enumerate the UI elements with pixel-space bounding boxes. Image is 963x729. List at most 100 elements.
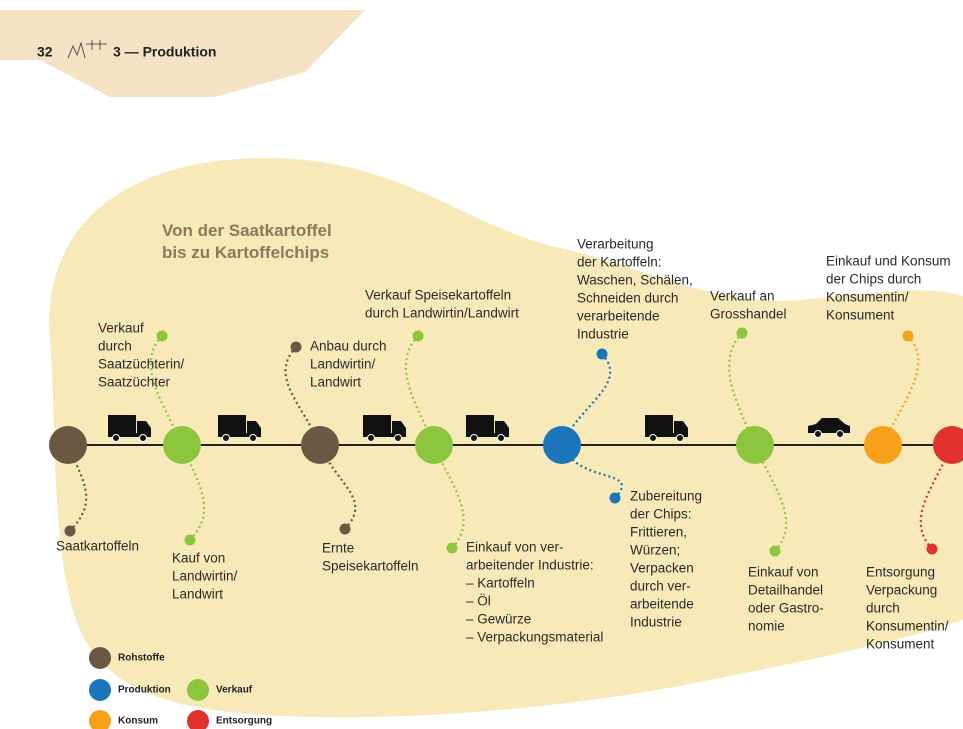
step-label: Landwirtin/ bbox=[172, 569, 238, 584]
step-label: durch Landwirtin/Landwirt bbox=[365, 306, 519, 321]
wheel bbox=[677, 435, 684, 442]
wheel bbox=[837, 431, 844, 438]
process-node bbox=[163, 426, 201, 464]
step-label: durch bbox=[98, 339, 132, 354]
step-dot bbox=[447, 543, 458, 554]
step-label: durch ver- bbox=[630, 579, 691, 594]
step-label: Industrie bbox=[630, 615, 682, 630]
page-number: 32 bbox=[37, 43, 53, 59]
step-dot bbox=[340, 524, 351, 535]
step-label: Einkauf von ver- bbox=[466, 540, 564, 555]
step-label: – Öl bbox=[466, 594, 491, 609]
legend-swatch bbox=[89, 647, 111, 669]
step-label: der Chips durch bbox=[826, 272, 921, 287]
process-node bbox=[864, 426, 902, 464]
step-dot bbox=[610, 493, 621, 504]
wheel bbox=[113, 435, 120, 442]
step-label: durch bbox=[866, 601, 900, 616]
step-label: verarbeitende bbox=[577, 309, 660, 324]
legend-swatch bbox=[89, 710, 111, 729]
step-label: – Verpackungsmaterial bbox=[466, 630, 603, 645]
step-label: Verkauf an bbox=[710, 289, 775, 304]
step-dot bbox=[157, 331, 168, 342]
step-label: Zubereitung bbox=[630, 489, 702, 504]
step-label: der Chips: bbox=[630, 507, 692, 522]
step-label: Saatzüchterin/ bbox=[98, 357, 185, 372]
step-label: Einkauf von bbox=[748, 565, 819, 580]
step-dot bbox=[927, 544, 938, 555]
step-label: – Kartoffeln bbox=[466, 576, 535, 591]
step-label: Industrie bbox=[577, 327, 629, 342]
step-label: Saatzüchter bbox=[98, 375, 171, 390]
step-label: Waschen, Schälen, bbox=[577, 273, 693, 288]
legend-label: Entsorgung bbox=[216, 716, 272, 727]
wheel bbox=[223, 435, 230, 442]
legend-label: Konsum bbox=[118, 716, 158, 727]
process-node bbox=[543, 426, 581, 464]
step-dot bbox=[185, 535, 196, 546]
step-dot bbox=[291, 342, 302, 353]
step-dot bbox=[770, 546, 781, 557]
step-label: Konsument bbox=[826, 308, 895, 323]
process-node bbox=[415, 426, 453, 464]
wheel bbox=[471, 435, 478, 442]
step-label: Detailhandel bbox=[748, 583, 823, 598]
truck-body bbox=[218, 415, 246, 435]
step-label: Konsument bbox=[866, 637, 935, 652]
step-label: – Gewürze bbox=[466, 612, 531, 627]
wheel bbox=[368, 435, 375, 442]
step-label: arbeitender Industrie: bbox=[466, 558, 594, 573]
step-label: Konsumentin/ bbox=[866, 619, 949, 634]
step-label: Einkauf und Konsum bbox=[826, 254, 951, 269]
step-dot bbox=[413, 331, 424, 342]
wheel bbox=[250, 435, 257, 442]
step-dot bbox=[65, 526, 76, 537]
step-dot bbox=[737, 328, 748, 339]
wheel bbox=[140, 435, 147, 442]
legend-label: Verkauf bbox=[216, 685, 253, 696]
legend-swatch bbox=[89, 679, 111, 701]
step-label: Kauf von bbox=[172, 551, 225, 566]
step-label: Grosshandel bbox=[710, 307, 787, 322]
step-label: Schneiden durch bbox=[577, 291, 678, 306]
step-label: der Kartoffeln: bbox=[577, 255, 662, 270]
step-label: Anbau durch bbox=[310, 339, 387, 354]
process-node bbox=[301, 426, 339, 464]
step-label: Entsorgung bbox=[866, 565, 935, 580]
step-label: Verkauf bbox=[98, 321, 144, 336]
step-label: Landwirtin/ bbox=[310, 357, 376, 372]
wheel bbox=[498, 435, 505, 442]
step-label: Konsumentin/ bbox=[826, 290, 909, 305]
wheel bbox=[650, 435, 657, 442]
step-label: Saatkartoffeln bbox=[56, 539, 139, 554]
step-label: Frittieren, bbox=[630, 525, 687, 540]
step-label: nomie bbox=[748, 619, 785, 634]
truck-body bbox=[466, 415, 494, 435]
step-dot bbox=[903, 331, 914, 342]
legend-swatch bbox=[187, 679, 209, 701]
step-label: Verpacken bbox=[630, 561, 694, 576]
process-node bbox=[736, 426, 774, 464]
step-label: Ernte bbox=[322, 541, 354, 556]
step-label: Landwirt bbox=[172, 587, 223, 602]
step-label: Landwirt bbox=[310, 375, 361, 390]
wheel bbox=[815, 431, 822, 438]
legend-label: Produktion bbox=[118, 685, 171, 696]
section-title: 3 — Produktion bbox=[113, 43, 216, 59]
truck-body bbox=[363, 415, 391, 435]
truck-body bbox=[108, 415, 136, 435]
step-dot bbox=[597, 349, 608, 360]
step-label: Würzen; bbox=[630, 543, 680, 558]
legend-label: Rohstoffe bbox=[118, 653, 165, 664]
step-label: Speisekartoffeln bbox=[322, 559, 419, 574]
step-label: Verpackung bbox=[866, 583, 937, 598]
process-node bbox=[49, 426, 87, 464]
legend-swatch bbox=[187, 710, 209, 729]
diagram-title: Von der Saatkartoffel bbox=[162, 221, 332, 240]
wheel bbox=[395, 435, 402, 442]
step-label: Verkauf Speisekartoffeln bbox=[365, 288, 511, 303]
page: 32 3 — Produktion Von der Saatkartoffel … bbox=[0, 0, 963, 729]
step-label: oder Gastro- bbox=[748, 601, 824, 616]
step-label: arbeitende bbox=[630, 597, 694, 612]
truck-body bbox=[645, 415, 673, 435]
